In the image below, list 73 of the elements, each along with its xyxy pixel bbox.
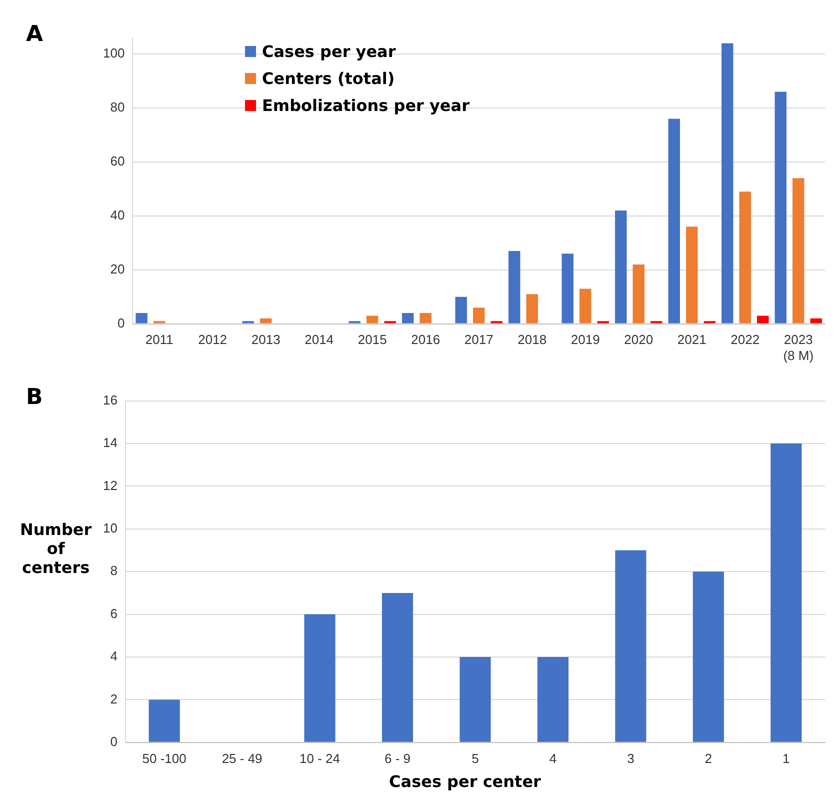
- bar: [770, 444, 802, 742]
- y-tick-label: 16: [102, 392, 118, 408]
- x-tick-label: 5: [472, 750, 479, 766]
- x-tick-label: 2023 (8 M): [783, 332, 814, 363]
- bar: [757, 316, 769, 324]
- bar: [562, 254, 574, 324]
- x-tick-label: 6 - 9: [384, 750, 411, 766]
- bar: [615, 210, 627, 324]
- y-tick-label: 100: [102, 46, 125, 61]
- bar: [739, 192, 751, 324]
- x-tick-label: 2014: [304, 332, 334, 348]
- y-tick-label: 14: [102, 435, 118, 450]
- bar: [304, 614, 336, 742]
- bar: [455, 296, 467, 324]
- bar: [148, 700, 180, 742]
- legend-label: Centers (total): [262, 69, 395, 88]
- bar: [382, 592, 414, 742]
- y-tick-label: 6: [110, 606, 118, 621]
- x-tick-label: 2022: [730, 332, 760, 348]
- x-tick-label: 2012: [198, 332, 228, 348]
- bar: [792, 178, 804, 324]
- bar: [686, 226, 698, 324]
- x-tick-label: 2011: [145, 332, 174, 348]
- chart-title: A: [26, 22, 44, 47]
- y-tick-label: 0: [117, 315, 125, 330]
- x-tick-label: 25 - 49: [222, 750, 262, 766]
- bar: [508, 250, 520, 324]
- bar: [579, 288, 592, 324]
- x-tick-label: 50 -100: [142, 750, 186, 766]
- x-tick-label: 2015: [358, 332, 387, 348]
- y-tick-label: 0: [110, 734, 118, 749]
- x-tick-label: 2018: [518, 332, 547, 348]
- bar: [472, 308, 485, 324]
- bar: [810, 318, 822, 324]
- bar: [692, 572, 724, 742]
- y-tick-label: 12: [102, 478, 118, 493]
- chart-title: B: [26, 385, 43, 410]
- x-tick-label: 2: [704, 750, 712, 766]
- x-tick-label: 10 - 24: [300, 750, 340, 766]
- x-tick-label: 2019: [570, 332, 600, 348]
- y-tick-label: 20: [110, 261, 125, 276]
- x-tick-label: 2016: [411, 332, 440, 348]
- y-tick-label: 10: [102, 520, 118, 536]
- bar: [136, 313, 148, 324]
- x-tick-label: 4: [549, 750, 557, 766]
- legend-label: Embolizations per year: [262, 96, 470, 115]
- bar: [774, 92, 786, 324]
- y-axis-title: Number of centers: [20, 520, 92, 577]
- x-tick-label: 3: [627, 750, 634, 766]
- x-tick-label: 2017: [464, 332, 494, 348]
- bar: [402, 313, 414, 324]
- bar: [632, 264, 644, 324]
- bar: [722, 43, 734, 324]
- bar: [668, 118, 680, 324]
- y-tick-label: 2: [110, 691, 118, 706]
- bar: [260, 318, 272, 324]
- y-tick-label: 40: [110, 207, 125, 222]
- bar: [615, 550, 646, 742]
- bar: [537, 657, 568, 742]
- bar: [460, 657, 491, 742]
- y-tick-label: 60: [110, 153, 125, 168]
- y-tick-label: 80: [110, 100, 125, 115]
- x-tick-label: 2021: [677, 332, 706, 348]
- legend-label: Cases per year: [262, 42, 396, 61]
- bar: [420, 313, 432, 324]
- y-tick-label: 4: [110, 648, 118, 664]
- y-tick-label: 8: [110, 563, 118, 578]
- x-tick-label: 2013: [251, 332, 280, 348]
- x-axis-title: Cases per center: [388, 772, 542, 791]
- bar: [526, 294, 538, 324]
- bar: [366, 316, 378, 324]
- x-tick-label: 2020: [624, 332, 654, 348]
- x-tick-label: 1: [782, 750, 790, 766]
